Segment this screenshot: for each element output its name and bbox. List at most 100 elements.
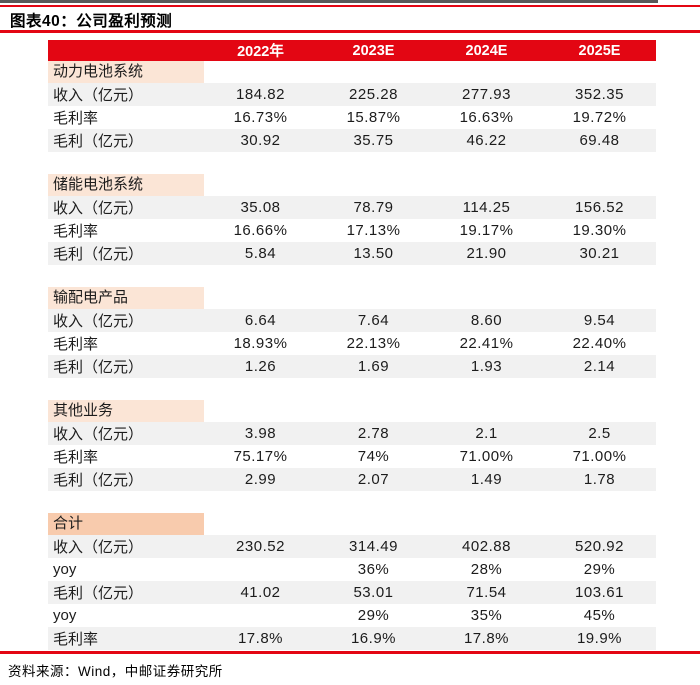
- data-cell: 7.64: [357, 312, 390, 329]
- figure-title: 图表40：公司盈利预测: [10, 13, 173, 30]
- data-cell: 30.21: [579, 245, 620, 262]
- data-cell: 46.22: [466, 132, 507, 149]
- title-underline-rule: [0, 30, 700, 33]
- data-cell: 21.90: [466, 245, 507, 262]
- data-cell: 1.69: [357, 358, 390, 375]
- data-cell: 314.49: [349, 538, 398, 555]
- data-row: 毛利（亿元） 2.99 2.07 1.49 1.78: [48, 468, 656, 491]
- data-row: 毛利率 16.66% 17.13% 19.17% 19.30%: [48, 219, 656, 242]
- data-cell: 15.87%: [346, 109, 401, 126]
- row-label: 毛利（亿元）: [53, 133, 144, 150]
- data-cell: 16.66%: [233, 222, 288, 239]
- table-body: 动力电池系统 收入（亿元） 184.82 225.28 277.93 352.35 毛利率 1…: [48, 61, 656, 650]
- section-header-row: 输配电产品: [48, 287, 656, 309]
- data-cell: 352.35: [575, 86, 624, 103]
- data-cell: 2.14: [583, 358, 616, 375]
- data-cell: 19.30%: [572, 222, 627, 239]
- data-row: 毛利（亿元） 41.02 53.01 71.54 103.61: [48, 581, 656, 604]
- data-cell: 29%: [583, 561, 616, 578]
- data-cell: 41.02: [240, 584, 281, 601]
- row-label: 毛利（亿元）: [53, 359, 144, 376]
- section-header-row: 储能电池系统: [48, 174, 656, 196]
- section-label: 输配电产品: [48, 287, 204, 309]
- section-gap: [48, 152, 656, 174]
- section-label: 合计: [48, 513, 204, 535]
- data-row: 毛利率 16.73% 15.87% 16.63% 19.72%: [48, 106, 656, 129]
- row-label: 毛利率: [53, 110, 99, 127]
- data-row: 收入（亿元） 3.98 2.78 2.1 2.5: [48, 422, 656, 445]
- data-cell: 35%: [470, 607, 503, 624]
- section-gap: [48, 491, 656, 513]
- data-row: 毛利率 18.93% 22.13% 22.41% 22.40%: [48, 332, 656, 355]
- data-row: 毛利率 75.17% 74% 71.00% 71.00%: [48, 445, 656, 468]
- row-label: 毛利（亿元）: [53, 585, 144, 602]
- row-label: 毛利（亿元）: [53, 246, 144, 263]
- table-header-row: 2022年 2023E 2024E 2025E: [48, 40, 656, 61]
- data-cell: 520.92: [575, 538, 624, 555]
- data-cell: 22.40%: [572, 335, 627, 352]
- profit-forecast-table: 2022年 2023E 2024E 2025E 动力电池系统收入（亿元） 184.…: [48, 40, 656, 650]
- data-cell: 29%: [357, 607, 390, 624]
- data-cell: 1.78: [583, 471, 616, 488]
- data-cell: 71.54: [466, 584, 507, 601]
- row-label: 收入（亿元）: [53, 426, 144, 443]
- data-cell: 74%: [357, 448, 390, 465]
- data-cell: 17.8%: [463, 630, 510, 647]
- data-row: 收入（亿元） 6.64 7.64 8.60 9.54: [48, 309, 656, 332]
- row-label: 收入（亿元）: [53, 313, 144, 330]
- data-cell: 19.72%: [572, 109, 627, 126]
- data-cell: 22.13%: [346, 335, 401, 352]
- data-cell: 2.99: [244, 471, 277, 488]
- data-cell: 71.00%: [459, 448, 514, 465]
- row-label: 毛利率: [53, 223, 99, 240]
- data-cell: 13.50: [353, 245, 394, 262]
- data-cell: 2.78: [357, 425, 390, 442]
- data-cell: 45%: [583, 607, 616, 624]
- data-cell: 8.60: [470, 312, 503, 329]
- data-cell: 230.52: [236, 538, 285, 555]
- data-cell: 1.49: [470, 471, 503, 488]
- data-cell: 28%: [470, 561, 503, 578]
- data-cell: 18.93%: [233, 335, 288, 352]
- data-cell: 19.9%: [576, 630, 623, 647]
- top-border-line: [0, 0, 658, 3]
- data-cell: 69.48: [579, 132, 620, 149]
- data-cell: 17.13%: [346, 222, 401, 239]
- section-gap: [48, 378, 656, 400]
- data-cell: 9.54: [583, 312, 616, 329]
- data-cell: 225.28: [349, 86, 398, 103]
- data-cell: 184.82: [236, 86, 285, 103]
- data-row: 毛利（亿元） 1.26 1.69 1.93 2.14: [48, 355, 656, 378]
- data-row: yoy 36% 28% 29%: [48, 558, 656, 581]
- data-cell: 3.98: [244, 425, 277, 442]
- data-cell: 16.73%: [233, 109, 288, 126]
- row-label: 毛利率: [53, 631, 99, 648]
- data-cell: 103.61: [575, 584, 624, 601]
- section-gap: [48, 265, 656, 287]
- data-cell: 35.08: [240, 199, 281, 216]
- section-label: 动力电池系统: [48, 61, 204, 83]
- data-cell: 1.93: [470, 358, 503, 375]
- data-cell: 16.63%: [459, 109, 514, 126]
- data-row: 收入（亿元） 184.82 225.28 277.93 352.35: [48, 83, 656, 106]
- header-col-2024e: 2024E: [465, 42, 508, 59]
- data-cell: 16.9%: [350, 630, 397, 647]
- data-cell: 1.26: [244, 358, 277, 375]
- data-cell: 5.84: [244, 245, 277, 262]
- row-label: yoy: [53, 561, 77, 578]
- data-cell: 156.52: [575, 199, 624, 216]
- header-col-2025e: 2025E: [578, 42, 621, 59]
- top-rule-red: [0, 4, 700, 7]
- row-label: 毛利（亿元）: [53, 472, 144, 489]
- row-label: 毛利率: [53, 336, 99, 353]
- row-label: 收入（亿元）: [53, 87, 144, 104]
- data-cell: 78.79: [353, 199, 394, 216]
- data-row: yoy 29% 35% 45%: [48, 604, 656, 627]
- data-cell: 6.64: [244, 312, 277, 329]
- row-label: 毛利率: [53, 449, 99, 466]
- data-cell: 75.17%: [233, 448, 288, 465]
- data-cell: 53.01: [353, 584, 394, 601]
- section-label: 储能电池系统: [48, 174, 204, 196]
- section-label: 其他业务: [48, 400, 204, 422]
- section-header-row: 合计: [48, 513, 656, 535]
